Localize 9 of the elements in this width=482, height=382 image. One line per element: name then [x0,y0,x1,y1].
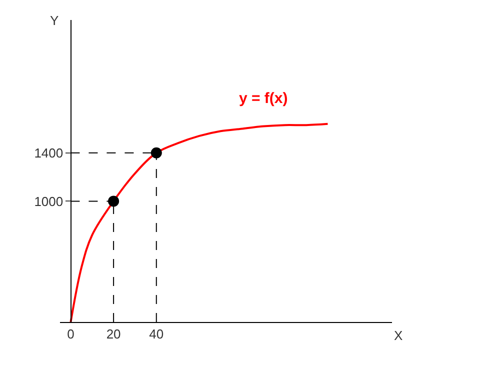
x-tick-label: 40 [149,326,164,342]
x-axis-title: X [394,328,403,343]
x-tick-label: 20 [106,326,121,342]
y-axis-title: Y [50,13,59,28]
y-tick-label: 1400 [34,145,64,160]
line-series [70,122,329,322]
x-tick-label: 0 [67,326,74,342]
y-tick-label: 1000 [34,194,64,209]
series-label: y = f(x) [239,90,288,107]
